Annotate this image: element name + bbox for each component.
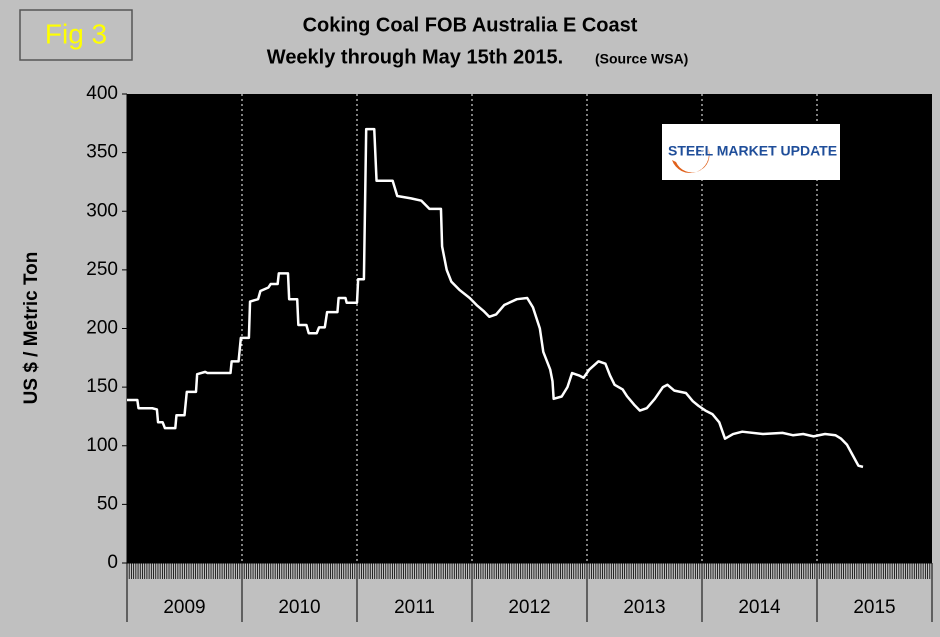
figure-label: Fig 3 (45, 18, 107, 49)
y-tick-label: 350 (86, 142, 118, 163)
y-tick-label: 400 (86, 83, 118, 104)
source: (Source WSA) (595, 51, 688, 67)
y-tick-label: 0 (107, 552, 118, 573)
y-tick-label: 50 (97, 493, 118, 514)
chart-subtitle: Weekly through May 15th 2015. (267, 46, 563, 68)
x-tick-label: 2009 (163, 597, 205, 618)
y-tick-label: 150 (86, 376, 118, 397)
y-tick-label: 300 (86, 200, 118, 221)
chart-title: Coking Coal FOB Australia E Coast (303, 14, 638, 36)
x-tick-label: 2014 (738, 597, 781, 618)
logo-text: STEEL MARKET UPDATE (668, 143, 837, 159)
x-tick-label: 2010 (278, 597, 320, 618)
y-tick-label: 100 (86, 435, 118, 456)
x-tick-label: 2011 (394, 597, 435, 618)
x-tick-label: 2012 (508, 597, 550, 618)
fig-box (19, 9, 133, 61)
logo-box (662, 124, 840, 180)
x-tick-label: 2013 (623, 597, 665, 618)
y-tick-label: 200 (86, 318, 118, 339)
data-line (127, 127, 864, 469)
x-tick-label: 2015 (853, 597, 895, 618)
y-axis-label: US $ / Metric Ton (21, 252, 42, 405)
y-tick-label: 250 (86, 259, 118, 280)
